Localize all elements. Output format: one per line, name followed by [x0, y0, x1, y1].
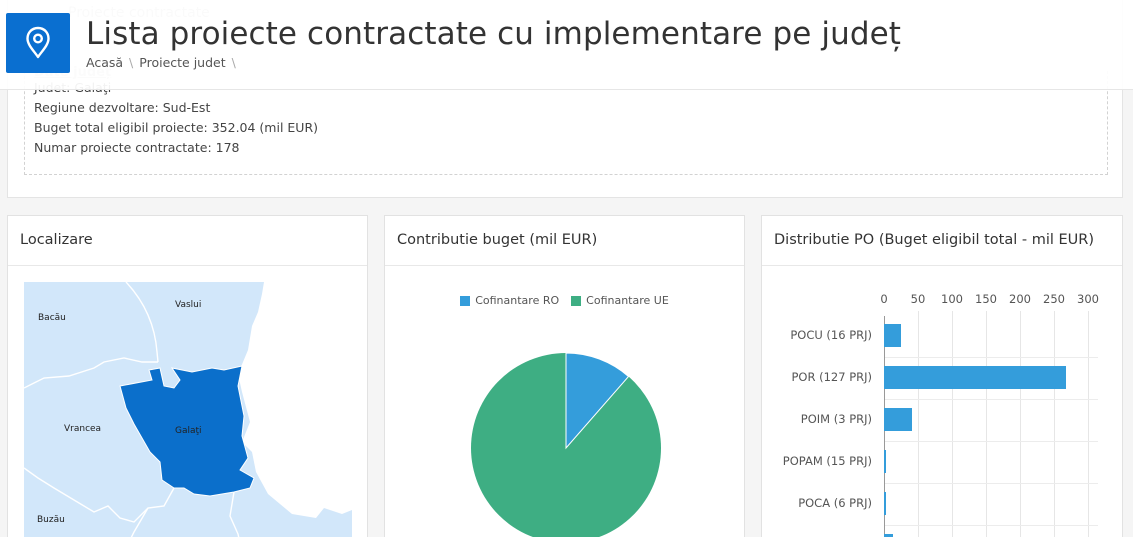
county-map[interactable]: Bacău Vaslui Vrancea Galaţi Buzău	[24, 282, 352, 537]
breadcrumb-separator: \	[129, 55, 134, 70]
page-header: Lista proiecte contractate cu implementa…	[0, 0, 1133, 90]
row-gridline	[884, 357, 1098, 358]
pie-legend: Cofinantare RO Cofinantare UE	[385, 294, 744, 307]
county-data-lines: Judet: Galaţi Regiune dezvoltare: Sud-Es…	[34, 78, 318, 158]
map-label-vrancea: Vrancea	[64, 424, 102, 434]
legend-item-ue[interactable]: Cofinantare UE	[571, 294, 669, 307]
gridline	[918, 311, 919, 537]
bar-popam[interactable]	[884, 450, 886, 473]
location-card: Localizare Bacău Vaslui Vrancea Galaţi B…	[7, 215, 368, 537]
budget-contribution-title: Contributie buget (mil EUR)	[385, 216, 744, 266]
legend-label-ro: Cofinantare RO	[475, 294, 560, 307]
map-label-buzau: Buzău	[37, 515, 65, 525]
x-tick: 250	[1043, 292, 1065, 306]
contracted-projects-count: Numar proiecte contractate: 178	[34, 140, 240, 155]
page-title: Lista proiecte contractate cu implementa…	[86, 16, 902, 52]
gridline	[1020, 311, 1021, 537]
bar-pocu[interactable]	[884, 324, 901, 347]
breadcrumb-separator: \	[231, 55, 236, 70]
legend-item-ro[interactable]: Cofinantare RO	[460, 294, 559, 307]
bar-label-poca: POCA (6 PRJ)	[798, 496, 872, 510]
legend-label-ue: Cofinantare UE	[586, 294, 669, 307]
x-tick: 100	[941, 292, 963, 306]
row-gridline	[884, 399, 1098, 400]
location-card-title: Localizare	[8, 216, 367, 266]
breadcrumb-home[interactable]: Acasă	[86, 55, 124, 70]
x-tick: 200	[1009, 292, 1031, 306]
po-distribution-title: Distributie PO (Buget eligibil total - m…	[762, 216, 1122, 266]
development-region: Regiune dezvoltare: Sud-Est	[34, 100, 211, 115]
gridline	[1054, 311, 1055, 537]
row-gridline	[884, 483, 1098, 484]
gridline	[952, 311, 953, 537]
map-pin-icon	[6, 13, 70, 73]
map-label-galati: Galaţi	[175, 426, 202, 436]
map-label-vaslui: Vaslui	[175, 300, 202, 310]
bar-por[interactable]	[884, 366, 1066, 389]
gridline	[1088, 311, 1089, 537]
legend-swatch-ro	[460, 295, 471, 306]
x-tick: 150	[975, 292, 997, 306]
pie-slice-ro[interactable]	[565, 352, 630, 450]
bar-label-poim: POIM (3 PRJ)	[800, 412, 872, 426]
bar-label-pocu: POCU (16 PRJ)	[790, 328, 872, 342]
bar-partial[interactable]	[884, 534, 893, 537]
x-tick: 0	[880, 292, 888, 306]
po-distribution-card: Distributie PO (Buget eligibil total - m…	[761, 215, 1123, 537]
x-tick: 300	[1077, 292, 1099, 306]
gridline	[986, 311, 987, 537]
x-tick: 50	[910, 292, 926, 306]
bar-label-popam: POPAM (15 PRJ)	[782, 454, 872, 468]
bar-poca[interactable]	[884, 492, 886, 515]
county-data-box: Date județ Judet: Galaţi Regiune dezvolt…	[24, 65, 1108, 175]
row-gridline	[884, 441, 1098, 442]
breadcrumb: Acasă \ Proiecte judet \	[86, 55, 236, 70]
total-eligible-budget: Buget total eligibil proiecte: 352.04 (m…	[34, 120, 319, 135]
bar-poim[interactable]	[884, 408, 912, 431]
breadcrumb-county-projects[interactable]: Proiecte judet	[139, 55, 226, 70]
budget-contribution-card: Contributie buget (mil EUR) Cofinantare …	[384, 215, 745, 537]
contribution-pie-chart	[471, 352, 661, 537]
legend-swatch-ue	[571, 295, 582, 306]
row-gridline	[884, 525, 1098, 526]
bar-label-por: POR (127 PRJ)	[791, 370, 872, 384]
map-label-bacau: Bacău	[38, 313, 66, 323]
